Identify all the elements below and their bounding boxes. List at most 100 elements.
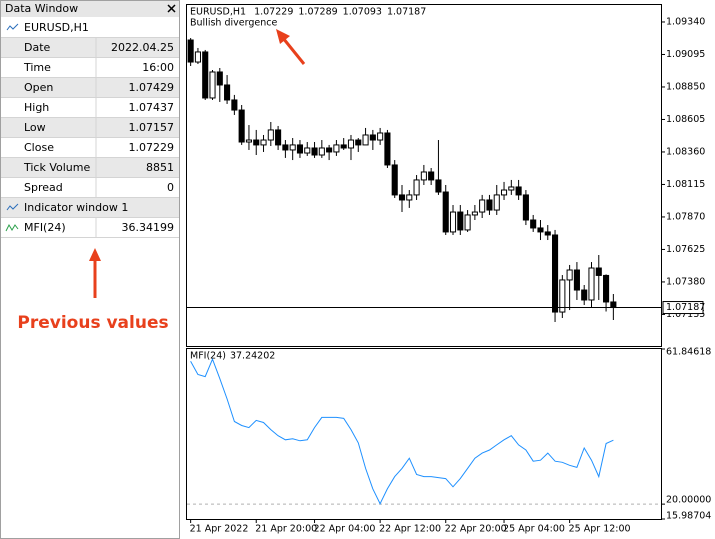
- mfi-line: [190, 357, 614, 505]
- candle-body: [267, 129, 274, 141]
- candle-body: [355, 139, 362, 146]
- y-tick-label: 1.08360: [666, 146, 705, 157]
- header-open: 1.07229: [254, 7, 293, 18]
- candle-body: [187, 39, 194, 63]
- x-tick-label: 25 Apr 04:00: [503, 524, 565, 535]
- candle-body: [231, 99, 238, 111]
- candle-body: [610, 301, 617, 309]
- y-tick-label: 1.08605: [666, 114, 705, 125]
- row-label: Date: [24, 41, 51, 54]
- candle-body: [457, 211, 464, 231]
- candle-body: [289, 144, 296, 151]
- candle-body: [260, 139, 267, 146]
- candle-body: [428, 171, 435, 181]
- row-bg: [1, 178, 179, 198]
- candle-body: [326, 147, 333, 153]
- row-label: Tick Volume: [23, 161, 90, 174]
- candle-body: [603, 274, 610, 303]
- x-tick-label: 22 Apr 20:00: [445, 524, 507, 535]
- candle-body: [311, 147, 318, 156]
- candle-body: [209, 71, 216, 99]
- candle-body: [347, 139, 355, 149]
- candle-body: [216, 71, 223, 86]
- y-tick-label: 1.07135: [666, 309, 705, 320]
- indicator-title: MFI(24): [190, 351, 226, 362]
- row-bg: [1, 118, 179, 138]
- row-bg: [1, 198, 179, 218]
- candle-body: [194, 51, 201, 63]
- row-bg: [1, 18, 179, 38]
- row-bg: [1, 218, 179, 238]
- row-bg: [1, 58, 179, 78]
- candle-body: [318, 147, 325, 156]
- candle-body: [420, 171, 427, 181]
- row-value: 8851: [146, 161, 174, 174]
- x-tick-label: 22 Apr 04:00: [314, 524, 376, 535]
- candle-body: [304, 147, 311, 154]
- candle-body: [384, 132, 391, 166]
- y-tick-label: 1.08115: [666, 179, 705, 190]
- row-label: Close: [24, 141, 54, 154]
- data-window-table: EURUSD,H1 Date 2022.04.25 Time 16:00 Open 1.07…: [1, 18, 179, 238]
- annotation: Bullish divergence: [190, 18, 277, 29]
- y-tick-label: 20.00000: [666, 495, 711, 506]
- icon: [5, 223, 19, 232]
- candle-body: [530, 219, 537, 229]
- row-value: 1.07157: [129, 121, 175, 134]
- candle-body: [486, 199, 493, 211]
- row-value: 16:00: [142, 61, 174, 74]
- symbol: EURUSD,H1: [24, 21, 89, 34]
- candle-body: [377, 132, 384, 141]
- row-value: 2022.04.25: [111, 41, 174, 54]
- y-tick-label: 1.07870: [666, 211, 705, 222]
- row-label: Time: [23, 61, 51, 74]
- title-bar: [1, 1, 179, 17]
- indicator-name: MFI(24): [24, 221, 66, 234]
- arrow: [276, 29, 306, 65]
- indicator-pane: [186, 348, 662, 520]
- candle-body: [471, 211, 478, 216]
- y-tick-label: 1.08850: [666, 81, 705, 92]
- candle-body: [398, 194, 406, 201]
- header-low: 1.07093: [343, 7, 382, 18]
- candle-body: [202, 51, 209, 99]
- indicator-window: Indicator window 1: [24, 201, 128, 214]
- candle-body: [537, 227, 544, 233]
- chart-title: EURUSD,H1: [190, 7, 246, 18]
- candle-body: [588, 267, 595, 301]
- candle-body: [544, 231, 551, 236]
- row-value: 0: [167, 181, 174, 194]
- row-value: 1.07429: [129, 81, 175, 94]
- indicator-value: 36.34199: [122, 221, 175, 234]
- y-tick-label: 1.07380: [666, 276, 705, 287]
- x-tick-label: 21 Apr 20:00: [255, 524, 317, 535]
- candle-body: [552, 234, 559, 313]
- icon: [6, 203, 19, 211]
- x-tick-label: 21 Apr 2022: [190, 524, 249, 535]
- candle-body: [573, 269, 580, 291]
- candle-body: [479, 199, 486, 213]
- row-label: High: [24, 101, 49, 114]
- annotation: Previous values: [17, 313, 168, 333]
- candle-body: [508, 186, 515, 191]
- candle-body: [340, 144, 347, 149]
- y-tick-label: 15.98704: [666, 511, 711, 522]
- price-label-box: [662, 301, 704, 315]
- candle-body: [362, 134, 369, 146]
- candle-body: [391, 164, 398, 196]
- arrow: [89, 248, 101, 298]
- candle-body: [435, 179, 442, 193]
- row-label: Low: [24, 121, 46, 134]
- y-tick-label: 1.09340: [666, 16, 705, 27]
- close-button[interactable]: [167, 4, 176, 13]
- row-bg: [1, 98, 179, 118]
- candle-body: [245, 139, 252, 143]
- candle-body: [449, 211, 457, 233]
- candle-body: [581, 289, 588, 301]
- candle-body: [515, 186, 522, 196]
- row-value: 1.07437: [129, 101, 175, 114]
- candle-body: [369, 134, 376, 141]
- row-bg: [1, 138, 179, 158]
